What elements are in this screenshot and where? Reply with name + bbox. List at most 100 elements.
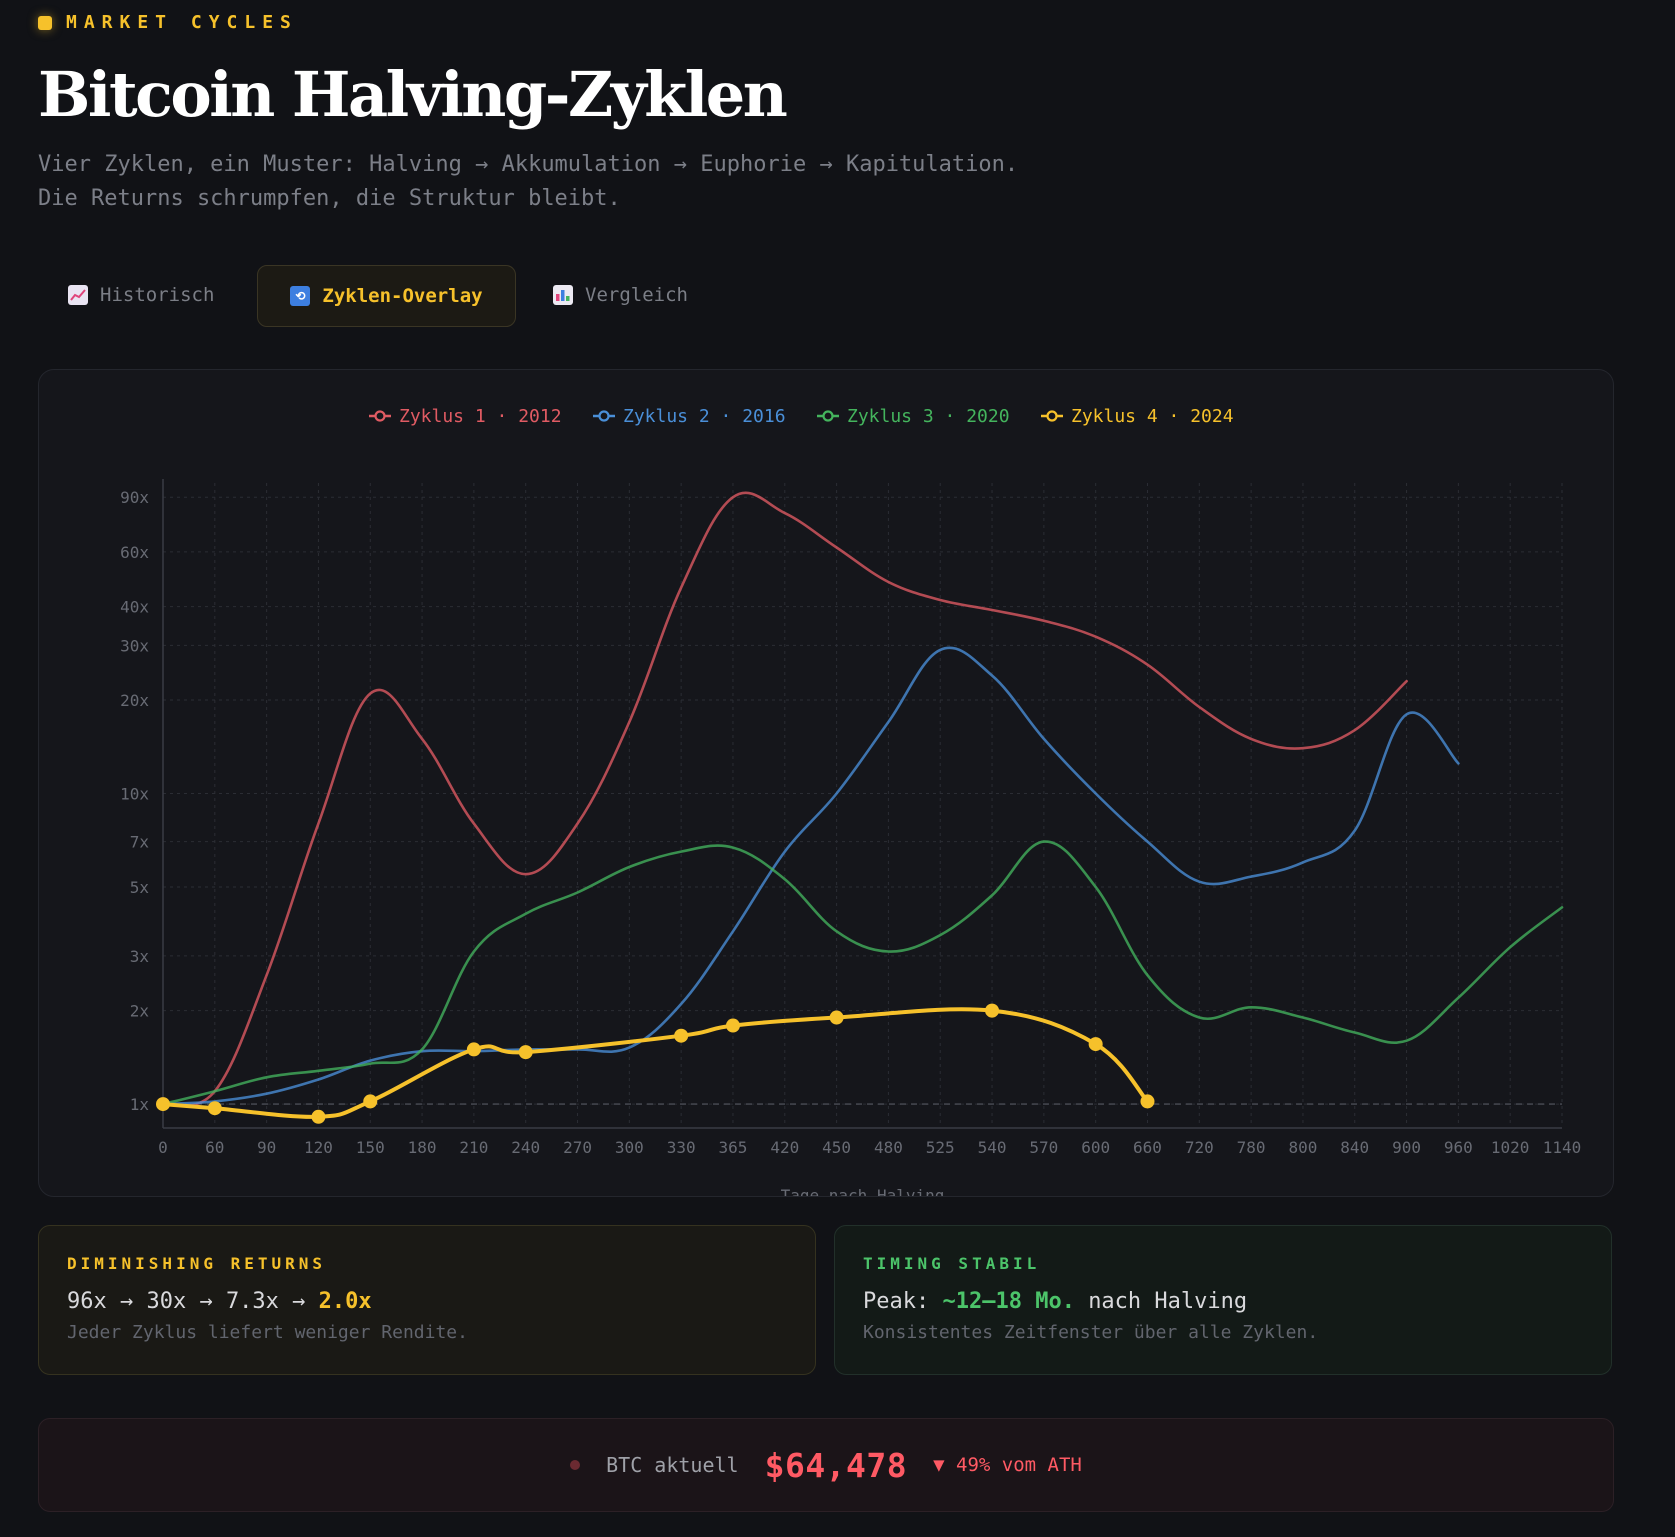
x-tick-label: 720 bbox=[1185, 1138, 1214, 1157]
eyebrow: MARKET CYCLES bbox=[38, 12, 298, 33]
x-tick-label: 660 bbox=[1133, 1138, 1162, 1157]
subtitle-line-2: Die Returns schrumpfen, die Struktur ble… bbox=[38, 186, 621, 211]
x-tick-label: 180 bbox=[408, 1138, 437, 1157]
tab-historisch[interactable]: Historisch bbox=[68, 265, 248, 325]
y-tick-label: 40x bbox=[120, 598, 149, 617]
returns-sequence: 96x → 30x → 7.3x → bbox=[67, 1289, 306, 1314]
insight-note: Jeder Zyklus liefert weniger Rendite. bbox=[67, 1322, 468, 1343]
series-line-cycle-2 bbox=[161, 646, 1460, 1106]
x-tick-label: 240 bbox=[511, 1138, 540, 1157]
data-point-cycle-4 bbox=[156, 1097, 170, 1112]
peak-prefix: Peak: bbox=[863, 1289, 930, 1314]
x-tick-label: 1020 bbox=[1491, 1138, 1530, 1157]
tab-label: Historisch bbox=[100, 284, 215, 306]
x-tick-label: 600 bbox=[1081, 1138, 1110, 1157]
legend-swatch-marker bbox=[822, 410, 834, 422]
x-tick-label: 840 bbox=[1340, 1138, 1369, 1157]
x-tick-label: 365 bbox=[719, 1138, 748, 1157]
latest-return: 2.0x bbox=[318, 1289, 372, 1314]
chart-increasing-icon bbox=[68, 285, 88, 305]
x-tick-label: 960 bbox=[1444, 1138, 1473, 1157]
cycle-overlay-chart-card: 1x 2x 3x 5x 7x 10x 20x 30x 40x 60x 90x 0 60 90 120 150 1… bbox=[38, 369, 1614, 1197]
x-tick-label: 60 bbox=[205, 1138, 224, 1157]
x-tick-label: 450 bbox=[822, 1138, 851, 1157]
x-tick-label: 800 bbox=[1288, 1138, 1317, 1157]
x-tick-label: 900 bbox=[1392, 1138, 1421, 1157]
legend-item-label: Zyklus 2 · 2016 bbox=[623, 406, 786, 427]
y-tick-label: 10x bbox=[120, 785, 149, 804]
legend-swatch-marker bbox=[598, 410, 610, 422]
tab-label: Zyklen-Overlay bbox=[322, 285, 483, 307]
live-indicator-icon bbox=[570, 1460, 581, 1470]
x-tick-label: 570 bbox=[1029, 1138, 1058, 1157]
cycle-overlay-chart[interactable]: 1x 2x 3x 5x 7x 10x 20x 30x 40x 60x 90x 0 60 90 120 150 1… bbox=[39, 370, 1613, 1196]
tab-zyklen-overlay[interactable]: ⟲ Zyklen-Overlay bbox=[257, 265, 516, 327]
x-tick-label: 90 bbox=[257, 1138, 276, 1157]
peak-window: ~12–18 Mo. bbox=[942, 1289, 1075, 1314]
x-tick-label: 270 bbox=[563, 1138, 592, 1157]
y-tick-label: 1x bbox=[130, 1095, 150, 1114]
x-tick-label: 0 bbox=[158, 1138, 168, 1157]
data-point-cycle-4 bbox=[1140, 1094, 1155, 1109]
series-line-cycle-1 bbox=[161, 491, 1408, 1107]
x-tick-label: 330 bbox=[667, 1138, 696, 1157]
data-point-cycle-4 bbox=[829, 1010, 844, 1025]
eyebrow-label: MARKET CYCLES bbox=[66, 12, 298, 33]
y-tick-label: 3x bbox=[130, 947, 150, 966]
btc-price-bar: BTC aktuell $64,478 ▼ 49% vom ATH bbox=[38, 1418, 1614, 1512]
x-tick-label: 120 bbox=[304, 1138, 333, 1157]
data-point-cycle-4 bbox=[725, 1018, 740, 1033]
data-point-cycle-4 bbox=[985, 1003, 1000, 1018]
legend-item-label: Zyklus 1 · 2012 bbox=[399, 406, 562, 427]
x-tick-label: 540 bbox=[978, 1138, 1007, 1157]
price-value: $64,478 bbox=[764, 1445, 908, 1485]
diminishing-returns-card: DIMINISHING RETURNS 96x → 30x → 7.3x → 2… bbox=[38, 1225, 816, 1375]
x-tick-label: 420 bbox=[770, 1138, 799, 1157]
x-axis-label: Tage nach Halving bbox=[781, 1186, 945, 1196]
data-point-cycle-4 bbox=[363, 1094, 378, 1109]
data-point-cycle-4 bbox=[518, 1045, 533, 1060]
brand-dot-icon bbox=[38, 15, 52, 30]
x-tick-label: 1140 bbox=[1543, 1138, 1582, 1157]
price-label: BTC aktuell bbox=[606, 1453, 739, 1477]
page-subtitle: Vier Zyklen, ein Muster: Halving → Akkum… bbox=[38, 148, 1138, 216]
bar-chart-icon bbox=[553, 285, 573, 305]
insight-value: Peak: ~12–18 Mo. nach Halving bbox=[863, 1289, 1583, 1314]
x-tick-label: 300 bbox=[615, 1138, 644, 1157]
x-tick-label: 480 bbox=[874, 1138, 903, 1157]
tab-vergleich[interactable]: Vergleich bbox=[553, 265, 733, 325]
tab-label: Vergleich bbox=[585, 284, 688, 306]
x-tick-label: 525 bbox=[926, 1138, 955, 1157]
legend-swatch-marker bbox=[374, 410, 386, 422]
peak-suffix: nach Halving bbox=[1088, 1289, 1248, 1314]
series-line-cycle-4 bbox=[161, 1007, 1150, 1119]
y-tick-label: 2x bbox=[130, 1002, 150, 1021]
data-point-cycle-4 bbox=[466, 1042, 481, 1057]
insight-label: DIMINISHING RETURNS bbox=[67, 1254, 327, 1273]
x-tick-label: 150 bbox=[356, 1138, 385, 1157]
series-line-cycle-3 bbox=[161, 840, 1564, 1106]
data-point-cycle-4 bbox=[207, 1101, 222, 1116]
y-tick-label: 20x bbox=[120, 691, 149, 710]
insight-label: TIMING STABIL bbox=[863, 1254, 1041, 1273]
subtitle-line-1: Vier Zyklen, ein Muster: Halving → Akkum… bbox=[38, 152, 1019, 177]
y-tick-label: 30x bbox=[120, 636, 149, 655]
legend-swatch-marker bbox=[1046, 410, 1058, 422]
y-tick-label: 5x bbox=[130, 878, 150, 897]
data-point-cycle-4 bbox=[311, 1109, 326, 1124]
legend-item-label: Zyklus 4 · 2024 bbox=[1071, 406, 1234, 427]
x-tick-label: 780 bbox=[1237, 1138, 1266, 1157]
x-tick-label: 210 bbox=[459, 1138, 488, 1157]
insight-value: 96x → 30x → 7.3x → 2.0x bbox=[67, 1289, 787, 1314]
price-change: ▼ 49% vom ATH bbox=[933, 1454, 1082, 1476]
timing-stable-card: TIMING STABIL Peak: ~12–18 Mo. nach Halv… bbox=[834, 1225, 1612, 1375]
data-point-cycle-4 bbox=[674, 1028, 689, 1043]
y-tick-label: 7x bbox=[130, 833, 150, 852]
y-tick-label: 90x bbox=[120, 488, 149, 507]
data-point-cycle-4 bbox=[1088, 1037, 1103, 1052]
legend-item-label: Zyklus 3 · 2020 bbox=[847, 406, 1010, 427]
insight-note: Konsistentes Zeitfenster über alle Zykle… bbox=[863, 1322, 1319, 1343]
cycle-arrows-icon: ⟲ bbox=[290, 286, 311, 306]
page-title: Bitcoin Halving-Zyklen bbox=[38, 58, 788, 131]
y-tick-label: 60x bbox=[120, 543, 149, 562]
